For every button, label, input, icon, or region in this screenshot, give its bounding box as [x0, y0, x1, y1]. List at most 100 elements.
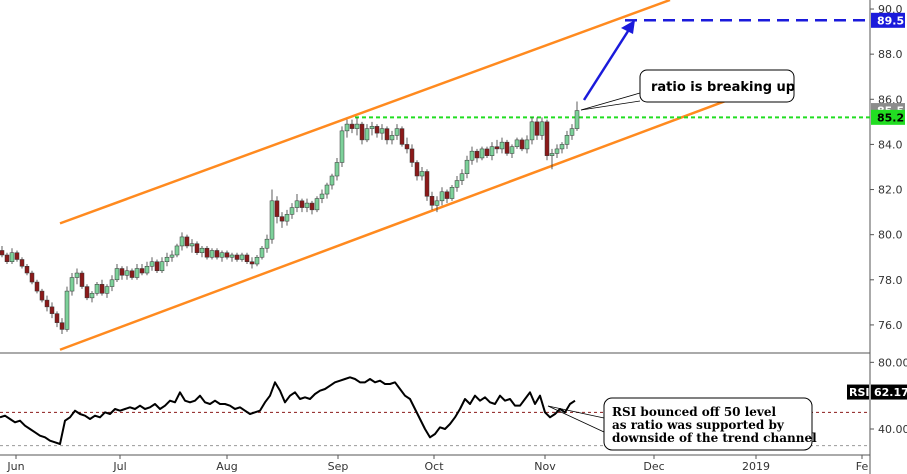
candle-body — [359, 123, 365, 141]
candle-body — [59, 322, 65, 330]
candle — [324, 182, 330, 199]
candle-body — [179, 236, 185, 247]
candle — [14, 250, 20, 262]
candle-body — [369, 126, 375, 129]
candle — [439, 187, 445, 206]
candle — [264, 234, 270, 253]
candle — [289, 203, 295, 219]
candle-body — [259, 247, 265, 258]
candle — [144, 261, 150, 276]
candle — [564, 130, 570, 149]
candle — [399, 126, 405, 147]
candle-body — [324, 184, 330, 195]
time-tick-label: Fe — [856, 460, 869, 473]
candle — [59, 318, 65, 334]
candle-body — [519, 139, 525, 150]
candle — [354, 117, 360, 136]
candle — [449, 185, 455, 201]
candle — [34, 279, 40, 294]
candle — [544, 119, 550, 161]
rsi-badges: RSI 62.17 — [847, 384, 907, 400]
candle-body — [74, 272, 80, 278]
candle-body — [234, 254, 240, 260]
price-tick-label: 78.0 — [878, 274, 903, 287]
rsi-callout: RSI bounced off 50 level as ratio was su… — [547, 397, 817, 451]
candle-body — [389, 135, 395, 141]
candle — [149, 257, 155, 271]
candle-body — [534, 121, 540, 136]
candle-body — [19, 259, 25, 267]
candle-body — [339, 130, 345, 163]
candle-body — [249, 261, 255, 265]
candle — [504, 139, 510, 156]
candle-body — [469, 150, 475, 161]
candle — [539, 117, 545, 140]
candle-body — [164, 256, 170, 262]
candle — [569, 124, 575, 140]
candle — [494, 139, 500, 154]
candle-body — [184, 236, 190, 247]
candle — [344, 119, 350, 138]
price-tick-label: 76.0 — [878, 319, 903, 332]
candle-body — [424, 171, 430, 197]
candle-body — [384, 128, 390, 141]
candle — [169, 250, 175, 262]
candle — [244, 252, 250, 264]
candle-body — [0, 250, 5, 256]
candle-body — [514, 139, 520, 147]
candle — [524, 135, 530, 154]
candle-body — [544, 121, 550, 156]
candle-body — [304, 202, 310, 208]
candle — [254, 254, 260, 267]
candle-body — [319, 193, 325, 199]
candle-body — [264, 238, 270, 249]
candle-body — [189, 243, 195, 247]
candle-body — [194, 243, 200, 253]
candle — [94, 282, 100, 296]
candle — [374, 124, 380, 138]
rsi-value-badge-text: 62.17 — [874, 386, 907, 399]
candle — [359, 121, 365, 145]
candle — [139, 264, 145, 276]
candle-body — [69, 277, 75, 292]
candle-body — [299, 200, 305, 208]
candle-body — [539, 121, 545, 136]
candle-body — [169, 254, 175, 258]
candle — [104, 284, 110, 298]
candle-body — [34, 281, 40, 292]
candle-body — [54, 313, 60, 323]
candle — [0, 245, 5, 258]
rsi-tick-label: 40.00 — [878, 423, 907, 436]
rsi-note-line-1: RSI bounced off 50 level — [612, 405, 776, 419]
candle-body — [174, 245, 180, 256]
candle-body — [524, 139, 530, 150]
candle-body — [429, 196, 435, 206]
candle-body — [119, 268, 125, 276]
candle — [134, 264, 140, 280]
candle-body — [99, 284, 105, 294]
candle — [484, 146, 490, 158]
candle — [319, 189, 325, 204]
candle — [554, 144, 560, 158]
candle-body — [114, 268, 120, 281]
candle-body — [84, 286, 90, 299]
candle — [469, 146, 475, 165]
candle — [474, 148, 480, 163]
candle-body — [379, 128, 385, 134]
channel-lower-line — [59, 98, 731, 351]
candle-body — [529, 121, 535, 141]
candle — [314, 196, 320, 213]
target-badge: 89.5 — [871, 12, 905, 28]
candle — [389, 130, 395, 145]
candle — [164, 252, 170, 267]
candle — [384, 126, 390, 145]
price-tick-label: 80.0 — [878, 229, 903, 242]
candle — [199, 245, 205, 258]
candle-body — [314, 198, 320, 211]
candle-body — [149, 261, 155, 267]
candle — [329, 173, 335, 190]
candle-body — [394, 128, 400, 136]
candle — [444, 189, 450, 204]
candle — [9, 248, 15, 264]
